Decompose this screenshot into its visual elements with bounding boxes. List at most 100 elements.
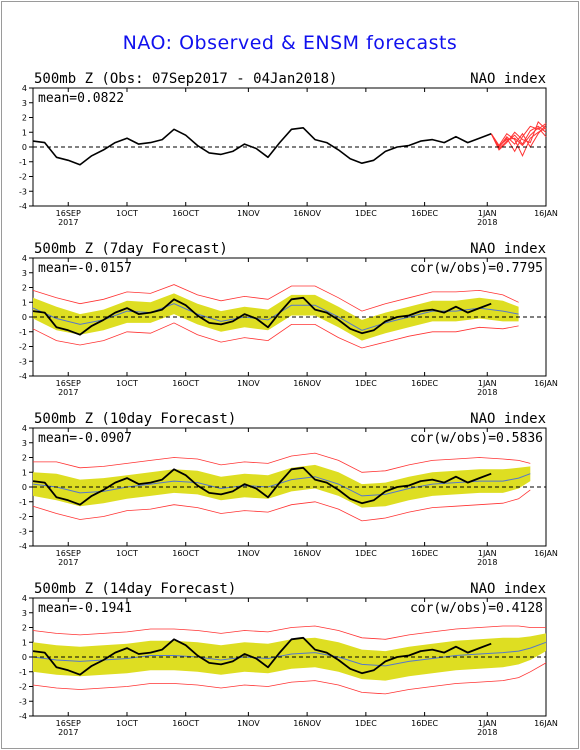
y-tick-label: -3 [19, 187, 27, 196]
y-tick-label: -4 [19, 542, 27, 551]
y-tick-label: -1 [19, 158, 27, 167]
x-tick-year: 2017 [58, 218, 78, 227]
x-tick-year: 2018 [477, 558, 497, 567]
x-tick-label: 16NOV [293, 549, 321, 558]
x-tick-label: 1JAN [478, 549, 497, 558]
y-tick-label: 4 [22, 254, 27, 263]
x-tick-label: 16SEP [56, 719, 81, 728]
mean-label: mean=-0.0157 [38, 261, 132, 276]
y-tick-label: 2 [22, 114, 27, 123]
y-tick-label: -1 [19, 328, 27, 337]
x-tick-label: 1DEC [355, 209, 377, 218]
panel-index-label: NAO index [470, 581, 546, 597]
x-tick-label: 1OCT [116, 549, 138, 558]
ensemble-member-line [490, 124, 547, 148]
observed-nao-line [32, 636, 492, 676]
x-tick-label: 16NOV [293, 379, 321, 388]
nao-panel-4: 500mb Z (14day Forecast) NAO index 4 3 2 1 0 -1… [19, 581, 558, 737]
x-tick-year: 2017 [58, 388, 78, 397]
x-tick-label: 16OCT [172, 719, 199, 728]
x-tick-year: 2017 [58, 558, 78, 567]
x-tick-label: 16NOV [293, 209, 321, 218]
x-tick-label: 16SEP [56, 209, 81, 218]
y-tick-label: -2 [19, 683, 27, 692]
x-tick-label: 16JAN [534, 379, 558, 388]
y-tick-label: 0 [22, 483, 27, 492]
panel-title: 500mb Z (7day Forecast) [34, 241, 228, 257]
x-tick-label: 1JAN [478, 719, 497, 728]
x-tick-label: 1OCT [116, 379, 138, 388]
x-tick-label: 16JAN [534, 719, 558, 728]
x-tick-label: 16JAN [534, 209, 558, 218]
y-tick-label: -2 [19, 173, 27, 182]
correlation-label: cor(w/obs)=0.5836 [410, 431, 543, 446]
x-tick-label: 1NOV [237, 549, 260, 558]
y-tick-label: 1 [22, 638, 27, 647]
ensemble-envelope-upper [32, 284, 519, 312]
ensemble-envelope-upper [32, 625, 546, 640]
y-tick-label: 4 [22, 424, 27, 433]
y-tick-label: -2 [19, 513, 27, 522]
panel-title: 500mb Z (10day Forecast) [34, 411, 236, 427]
x-tick-label: 1JAN [478, 209, 497, 218]
x-tick-label: 1DEC [355, 549, 377, 558]
ensemble-spread-band [33, 464, 531, 508]
y-tick-label: 2 [22, 624, 27, 633]
ensemble-member-line [490, 127, 547, 157]
x-tick-label: 16OCT [172, 379, 199, 388]
panel-title: 500mb Z (Obs: 07Sep2017 - 04Jan2018) [34, 71, 337, 87]
y-tick-label: -3 [19, 527, 27, 536]
y-tick-label: 2 [22, 284, 27, 293]
panel-index-label: NAO index [470, 71, 546, 87]
y-tick-label: 1 [22, 468, 27, 477]
x-tick-label: 16NOV [293, 719, 321, 728]
y-tick-label: 3 [22, 99, 27, 108]
y-tick-label: -4 [19, 712, 27, 721]
ensemble-spread-band [33, 633, 546, 681]
mean-label: mean=-0.0907 [38, 431, 132, 446]
ensemble-envelope-lower [32, 662, 547, 695]
observed-nao-line [32, 296, 492, 336]
x-tick-label: 16SEP [56, 549, 81, 558]
x-tick-label: 1NOV [237, 209, 260, 218]
x-tick-year: 2018 [477, 388, 497, 397]
x-tick-label: 16DEC [411, 719, 438, 728]
x-tick-label: 1JAN [478, 379, 497, 388]
x-tick-label: 16DEC [411, 549, 438, 558]
x-tick-label: 1DEC [355, 379, 377, 388]
x-tick-label: 16OCT [172, 549, 199, 558]
mean-label: mean=-0.1941 [38, 601, 132, 616]
y-tick-label: 4 [22, 594, 27, 603]
nao-panel-2: 500mb Z (7day Forecast) NAO index 4 3 2 1 0 -1 -… [19, 241, 558, 397]
ensemble-member-line [490, 127, 547, 147]
y-tick-label: 1 [22, 298, 27, 307]
y-tick-label: -1 [19, 668, 27, 677]
correlation-label: cor(w/obs)=0.7795 [410, 261, 543, 276]
ensemble-envelope-lower [32, 322, 519, 349]
x-tick-label: 1OCT [116, 719, 138, 728]
y-tick-label: 3 [22, 269, 27, 278]
y-tick-label: -3 [19, 697, 27, 706]
y-tick-label: 4 [22, 84, 27, 93]
y-tick-label: -4 [19, 372, 27, 381]
x-tick-label: 16SEP [56, 379, 81, 388]
y-tick-label: -4 [19, 202, 27, 211]
x-tick-year: 2017 [58, 728, 78, 737]
y-tick-label: 0 [22, 313, 27, 322]
x-tick-label: 16DEC [411, 379, 438, 388]
observed-nao-line [32, 127, 492, 166]
x-tick-label: 1NOV [237, 379, 260, 388]
ensemble-envelope-upper [33, 452, 531, 473]
y-tick-label: -2 [19, 343, 27, 352]
mean-label: mean=0.0822 [38, 91, 124, 106]
y-tick-label: 0 [22, 653, 27, 662]
y-tick-label: 0 [22, 143, 27, 152]
nao-panel-3: 500mb Z (10day Forecast) NAO index 4 3 2 1 0 -1… [19, 411, 558, 567]
x-tick-label: 16JAN [534, 549, 558, 558]
y-tick-label: 1 [22, 128, 27, 137]
figure-title: NAO: Observed & ENSM forecasts [122, 32, 458, 54]
x-tick-label: 16DEC [411, 209, 438, 218]
x-tick-label: 1DEC [355, 719, 377, 728]
